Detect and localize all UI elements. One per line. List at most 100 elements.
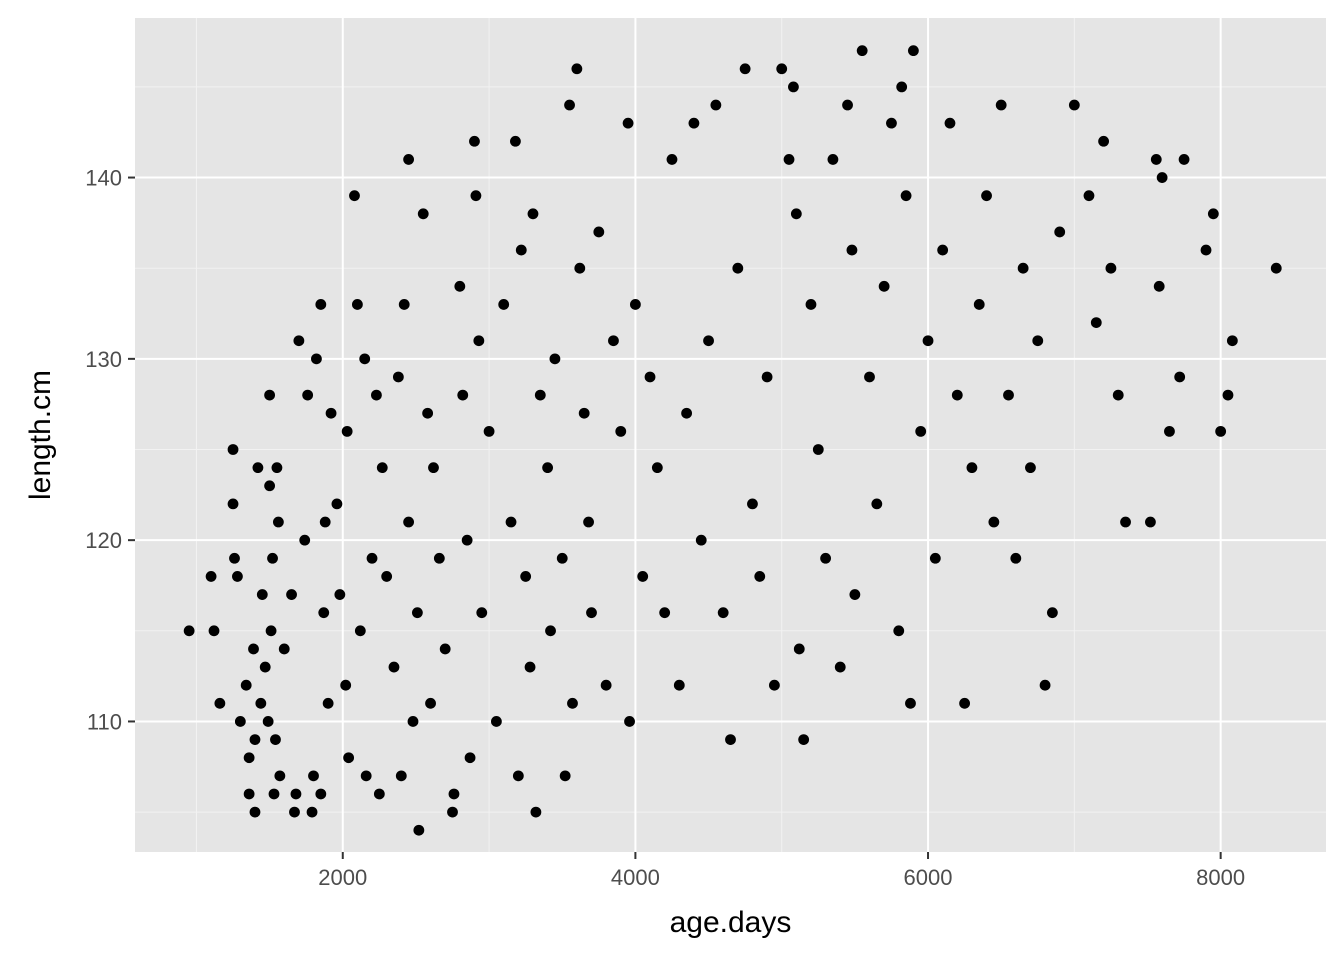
data-point [395,770,407,782]
data-point [1112,389,1124,401]
data-point [464,752,476,764]
data-point [732,262,744,274]
data-point [790,208,802,220]
data-point [922,335,934,347]
x-axis-title: age.days [670,906,792,939]
data-point [302,389,314,401]
plot-panel [135,18,1326,852]
data-point [886,117,897,129]
data-point [966,462,978,474]
data-point [725,734,736,745]
data-point [433,552,445,564]
data-point [315,788,327,800]
data-point [376,462,388,474]
data-point [666,154,678,165]
data-point [864,371,875,383]
x-axis: 2000 4000 6000 8000 [318,852,1245,890]
data-point [1083,190,1095,202]
data-point [388,661,400,673]
data-point [747,498,758,510]
data-point [644,371,656,383]
data-point [515,244,527,256]
data-point [900,190,912,202]
data-point [988,516,1000,528]
data-point [262,716,274,727]
data-point [403,154,415,165]
data-point [318,607,330,619]
data-point [308,770,319,782]
data-point [227,444,239,455]
data-point [381,571,393,582]
data-point [205,571,217,582]
data-point [651,462,663,474]
data-point [341,425,353,437]
data-point [325,407,337,419]
data-point [915,425,927,437]
data-point [1010,552,1022,564]
data-point [1222,389,1234,401]
data-point [512,770,524,782]
data-point [871,498,883,510]
data-point [624,716,635,727]
data-point [695,534,707,546]
data-point [454,280,466,292]
data-point [703,335,714,347]
data-point [856,45,868,57]
data-point [232,571,243,582]
data-point [556,552,568,564]
data-point [366,552,378,564]
data-point [227,498,239,510]
y-tick-label: 140 [85,166,122,191]
data-point [842,99,853,111]
data-point [255,697,267,709]
data-point [820,552,832,564]
data-point [1156,172,1168,183]
data-point [214,697,226,709]
data-point [574,262,586,274]
data-point [1003,389,1014,401]
data-point [637,571,649,582]
data-point [545,625,556,637]
data-point [417,208,429,220]
data-point [249,806,261,818]
data-point [567,697,578,709]
data-point [542,462,554,474]
data-point [1105,262,1117,274]
data-point [849,589,861,600]
data-point [311,353,322,365]
data-point [834,661,846,673]
data-point [586,607,597,619]
data-point [428,462,439,474]
data-point [490,716,502,727]
data-point [483,425,495,437]
data-point [498,299,510,310]
data-point [407,716,419,727]
data-point [1039,679,1051,691]
data-point [413,824,425,836]
data-point [315,299,327,310]
data-point [1046,607,1058,619]
data-point [373,788,385,800]
data-point [256,589,268,600]
data-point [739,63,751,75]
data-point [259,661,271,673]
data-point [783,154,795,165]
data-point [593,226,605,238]
data-point [249,734,261,745]
data-point [688,117,700,129]
data-point [944,117,956,129]
data-point [264,389,276,401]
data-point [761,371,773,383]
data-point [398,299,410,310]
y-axis: 110 120 130 140 [85,166,135,734]
data-point [208,625,220,637]
data-point [793,643,805,655]
data-point [1200,244,1212,256]
data-point [534,389,546,401]
data-point [473,335,485,347]
data-point [768,679,780,691]
data-point [530,806,542,818]
x-tick-label: 8000 [1196,865,1245,890]
data-point [827,154,839,165]
